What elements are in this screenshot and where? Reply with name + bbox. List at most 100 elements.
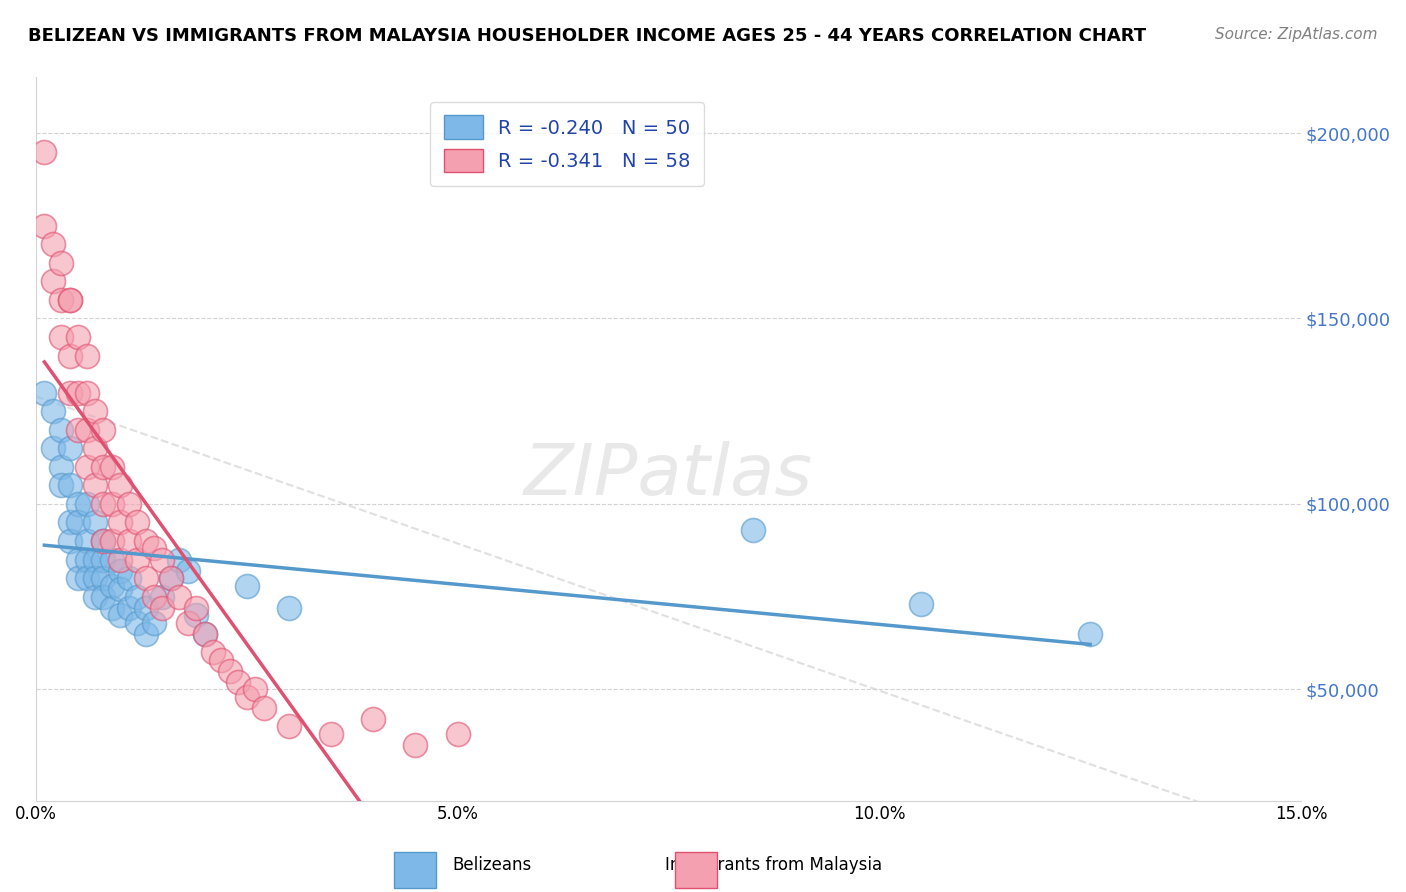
Point [127,516,149,530]
Point [127,552,149,566]
Point [67,571,90,585]
Text: Source: ZipAtlas.com: Source: ZipAtlas.com [1215,27,1378,42]
Point [76,497,98,511]
Point [76,385,98,400]
Text: ZIPatlas: ZIPatlas [524,441,813,509]
Point [59,516,82,530]
Point [51,330,73,344]
Point [59,385,82,400]
Text: Immigrants from Malaysia: Immigrants from Malaysia [665,856,882,874]
Point [93,590,115,604]
Point [127,590,149,604]
Point [446,727,468,741]
Point [84,590,107,604]
Point [84,552,107,566]
Point [84,571,107,585]
Point [59,442,82,456]
Point [51,293,73,307]
Point [93,497,115,511]
Point [236,578,259,592]
Point [278,600,301,615]
Point [110,582,132,597]
Point [84,516,107,530]
Point [93,534,115,549]
Point [152,590,174,604]
Point [110,552,132,566]
Point [253,701,276,715]
Point [169,552,191,566]
Point [245,682,267,697]
Point [42,442,65,456]
Point [76,534,98,549]
Point [186,608,208,623]
Point [1078,626,1101,640]
Point [101,578,124,592]
Point [118,534,141,549]
Point [101,552,124,566]
Point [361,712,384,726]
Point [93,534,115,549]
Point [67,516,90,530]
Point [278,719,301,733]
Point [93,552,115,566]
Point [152,600,174,615]
Point [219,664,242,678]
Point [59,534,82,549]
Point [101,534,124,549]
Point [93,571,115,585]
Point [143,590,166,604]
Point [101,497,124,511]
Point [59,349,82,363]
Point [118,600,141,615]
Text: BELIZEAN VS IMMIGRANTS FROM MALAYSIA HOUSEHOLDER INCOME AGES 25 - 44 YEARS CORRE: BELIZEAN VS IMMIGRANTS FROM MALAYSIA HOU… [28,27,1146,45]
Point [143,615,166,630]
Point [93,423,115,437]
Point [84,478,107,492]
Point [59,293,82,307]
Point [51,459,73,474]
Point [84,404,107,418]
Point [135,534,157,549]
Point [236,690,259,704]
Point [42,274,65,288]
Point [135,600,157,615]
Point [228,675,250,690]
Point [741,523,763,537]
Point [110,516,132,530]
Point [76,423,98,437]
Point [910,597,932,611]
Text: Belizeans: Belizeans [453,856,531,874]
Point [110,564,132,578]
Point [51,256,73,270]
Point [67,330,90,344]
Point [211,653,233,667]
Point [321,727,343,741]
Point [59,478,82,492]
Point [34,385,56,400]
Point [101,459,124,474]
Point [59,293,82,307]
Point [51,423,73,437]
Point [84,442,107,456]
Point [76,552,98,566]
Point [194,626,217,640]
Legend: R = -0.240   N = 50, R = -0.341   N = 58: R = -0.240 N = 50, R = -0.341 N = 58 [430,102,704,186]
Point [160,571,183,585]
Point [118,497,141,511]
Point [177,615,200,630]
Point [169,590,191,604]
Point [110,608,132,623]
Point [152,552,174,566]
Point [67,423,90,437]
Point [135,626,157,640]
Point [135,571,157,585]
Point [76,459,98,474]
Point [143,541,166,556]
Point [93,459,115,474]
Point [194,626,217,640]
Point [101,600,124,615]
Point [177,564,200,578]
Point [67,497,90,511]
Point [118,571,141,585]
Point [404,738,426,752]
